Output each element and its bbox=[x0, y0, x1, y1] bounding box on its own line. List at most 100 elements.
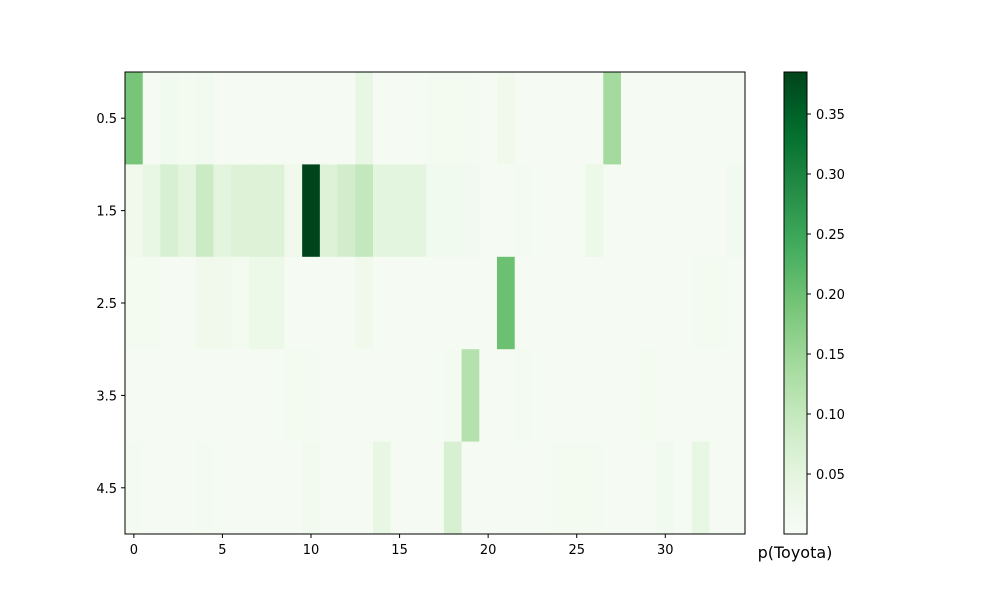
heatmap-cell bbox=[621, 164, 640, 258]
heatmap-cell bbox=[249, 441, 268, 535]
heatmap-cell bbox=[532, 349, 551, 442]
heatmap-cell bbox=[497, 72, 516, 165]
heatmap-cell bbox=[195, 349, 214, 442]
heatmap-cell bbox=[355, 441, 374, 535]
heatmap-cell bbox=[443, 349, 462, 442]
heatmap-cell bbox=[497, 164, 516, 258]
heatmap-cell bbox=[142, 349, 161, 442]
heatmap-cell bbox=[231, 164, 250, 258]
heatmap-cell bbox=[709, 256, 728, 350]
heatmap-cell bbox=[514, 441, 533, 535]
heatmap-cell bbox=[302, 256, 321, 350]
heatmap-cell bbox=[691, 164, 710, 258]
x-tick-label: 25 bbox=[568, 543, 585, 558]
heatmap-cell bbox=[319, 441, 338, 535]
heatmap-cell bbox=[656, 256, 675, 350]
heatmap-cell bbox=[408, 256, 427, 350]
heatmap-cell bbox=[550, 441, 569, 535]
heatmap-cell bbox=[337, 164, 356, 258]
heatmap-cell bbox=[231, 349, 250, 442]
heatmap-cell bbox=[284, 349, 303, 442]
heatmap-cell bbox=[337, 256, 356, 350]
heatmap-cell bbox=[585, 441, 604, 535]
colorbar-ticks: 0.05 0.10 0.15 0.20 0.25 0.30 0.35 bbox=[807, 108, 845, 483]
heatmap-cell bbox=[674, 72, 693, 165]
y-tick-label: 1.5 bbox=[96, 205, 117, 220]
heatmap-cell bbox=[727, 349, 746, 442]
colorbar-label: p(Toyota) bbox=[758, 543, 833, 562]
y-tick-label: 4.5 bbox=[96, 482, 117, 497]
heatmap-cell bbox=[727, 441, 746, 535]
heatmap-cell bbox=[249, 256, 268, 350]
heatmap-cell bbox=[142, 256, 161, 350]
heatmap-cell bbox=[319, 349, 338, 442]
heatmap-cell bbox=[426, 441, 445, 535]
heatmap-cell bbox=[727, 256, 746, 350]
heatmap-cell bbox=[479, 72, 498, 165]
heatmap-cell bbox=[160, 349, 179, 442]
heatmap-cell bbox=[603, 256, 622, 350]
heatmap-cell bbox=[479, 441, 498, 535]
heatmap-cell bbox=[125, 349, 144, 442]
heatmap-cell bbox=[373, 256, 392, 350]
heatmap-cell bbox=[213, 72, 232, 165]
heatmap-cell bbox=[160, 441, 179, 535]
heatmap-cell bbox=[284, 441, 303, 535]
heatmap-cell bbox=[567, 72, 586, 165]
y-tick-label: 2.5 bbox=[96, 297, 117, 312]
heatmap-cell bbox=[638, 164, 657, 258]
colorbar-tick-label: 0.35 bbox=[816, 108, 845, 123]
heatmap-cell bbox=[373, 164, 392, 258]
heatmap-cell bbox=[621, 349, 640, 442]
heatmap-cell bbox=[567, 349, 586, 442]
heatmap-cell bbox=[638, 349, 657, 442]
heatmap-cell bbox=[142, 164, 161, 258]
x-tick-label: 15 bbox=[391, 543, 408, 558]
heatmap-cell bbox=[550, 256, 569, 350]
y-axis-ticks: 0.5 1.5 2.5 3.5 4.5 bbox=[96, 112, 125, 497]
heatmap-cell bbox=[621, 256, 640, 350]
heatmap-cell bbox=[373, 349, 392, 442]
heatmap-cell bbox=[585, 256, 604, 350]
colorbar-tick-label: 0.15 bbox=[816, 348, 845, 363]
heatmap-cell bbox=[691, 72, 710, 165]
x-tick-label: 5 bbox=[218, 543, 226, 558]
heatmap-cell bbox=[461, 349, 480, 442]
heatmap-cell bbox=[550, 72, 569, 165]
heatmap-cell bbox=[514, 72, 533, 165]
heatmap-cell bbox=[674, 164, 693, 258]
heatmap-cell bbox=[178, 441, 197, 535]
heatmap-cell bbox=[674, 349, 693, 442]
heatmap-cell bbox=[302, 164, 321, 258]
heatmap-cell bbox=[337, 349, 356, 442]
heatmap-cell bbox=[585, 349, 604, 442]
heatmap-cell bbox=[142, 441, 161, 535]
heatmap-cell bbox=[249, 72, 268, 165]
y-tick-label: 3.5 bbox=[96, 389, 117, 404]
colorbar-tick-label: 0.25 bbox=[816, 228, 845, 243]
heatmap-cell bbox=[443, 256, 462, 350]
heatmap-cell bbox=[674, 256, 693, 350]
heatmap-cell bbox=[532, 256, 551, 350]
x-tick-label: 20 bbox=[480, 543, 497, 558]
heatmap-cell bbox=[532, 72, 551, 165]
heatmap-cell bbox=[213, 164, 232, 258]
heatmap-cell bbox=[390, 72, 409, 165]
heatmap-cell bbox=[355, 164, 374, 258]
heatmap-cell bbox=[319, 256, 338, 350]
heatmap-cell bbox=[497, 441, 516, 535]
heatmap-cell bbox=[638, 72, 657, 165]
heatmap-cell bbox=[461, 72, 480, 165]
heatmap-cell bbox=[355, 72, 374, 165]
heatmap-cell bbox=[656, 349, 675, 442]
x-axis-ticks: 0 5 10 15 20 25 30 bbox=[130, 534, 674, 558]
heatmap-cell bbox=[160, 72, 179, 165]
heatmap-cells bbox=[125, 72, 746, 535]
heatmap-cell bbox=[621, 441, 640, 535]
heatmap-cell bbox=[709, 72, 728, 165]
heatmap-cell bbox=[479, 164, 498, 258]
heatmap-cell bbox=[373, 441, 392, 535]
heatmap-cell bbox=[408, 72, 427, 165]
heatmap-cell bbox=[355, 256, 374, 350]
heatmap-cell bbox=[461, 256, 480, 350]
